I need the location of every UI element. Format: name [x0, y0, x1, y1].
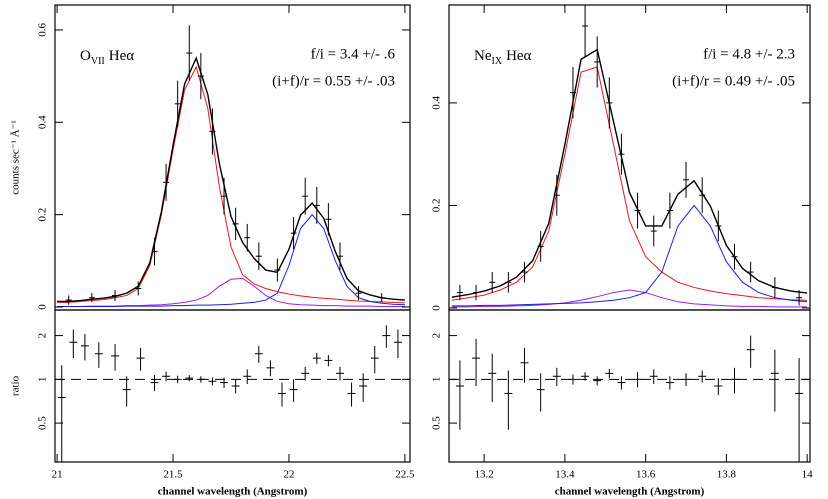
ion: Ne	[474, 48, 492, 64]
x-tick-label: 22.5	[395, 469, 415, 481]
model-line	[57, 213, 405, 308]
y-tick-label: 0	[37, 304, 49, 310]
ratio-fi: f/i = 4.8 +/- 2.3	[703, 46, 795, 62]
model-line	[451, 204, 808, 307]
transition: Heα	[109, 48, 134, 64]
ion-stage: VII	[91, 56, 105, 67]
model-line	[57, 65, 405, 304]
y-tick-label: 0	[431, 305, 443, 311]
ratio-fi: f/i = 3.4 +/- .6	[311, 46, 396, 62]
x-tick-label: 22	[283, 469, 294, 481]
y-tick-label: 0.2	[431, 199, 443, 213]
line-label: NeIX Heα	[474, 48, 532, 67]
ratio-gr: (i+f)/r = 0.49 +/- .05	[672, 73, 795, 89]
y-axis-label: counts sec⁻¹ Å⁻¹	[10, 120, 22, 194]
x-tick-label: 13.8	[717, 469, 737, 481]
y-tick-label: 1	[431, 377, 443, 383]
plot-area	[449, 335, 810, 462]
frame	[54, 309, 411, 463]
x-tick-label: 21	[52, 469, 63, 481]
y-tick-label: 2	[37, 333, 49, 339]
model-line	[451, 66, 808, 301]
plot-area	[451, 5, 808, 308]
ion: O	[80, 48, 91, 64]
y-tick-label: 2	[431, 333, 443, 339]
plot-area	[55, 325, 410, 462]
transition: Heα	[506, 48, 531, 64]
y-tick-label: 0.4	[431, 96, 443, 110]
ion-stage: IX	[492, 56, 503, 67]
model-line	[451, 48, 808, 298]
x-axis-label: channel wavelength (Angstrom)	[158, 486, 308, 498]
y-tick-label: 0.2	[37, 208, 49, 222]
y-tick-label: 0.5	[37, 416, 49, 430]
x-tick-label: 13.6	[636, 469, 656, 481]
y-axis-label: ratio	[10, 375, 22, 396]
y-tick-label: 0.6	[37, 23, 49, 37]
y-tick-label: 1	[37, 377, 49, 383]
x-tick-label: 21.5	[163, 469, 183, 481]
y-tick-label: 0.5	[431, 416, 443, 430]
frame	[448, 309, 811, 463]
line-label: OVII Heα	[80, 48, 134, 67]
x-tick-label: 14	[802, 469, 814, 481]
model-line	[57, 56, 405, 303]
y-tick-label: 0.4	[37, 115, 49, 129]
x-tick-label: 13.2	[475, 469, 494, 481]
x-axis-label: channel wavelength (Angstrom)	[555, 486, 705, 498]
plot-area	[57, 25, 405, 308]
x-tick-label: 13.4	[555, 469, 575, 481]
model-line	[451, 289, 808, 308]
ratio-gr: (i+f)/r = 0.55 +/- .03	[272, 73, 395, 89]
